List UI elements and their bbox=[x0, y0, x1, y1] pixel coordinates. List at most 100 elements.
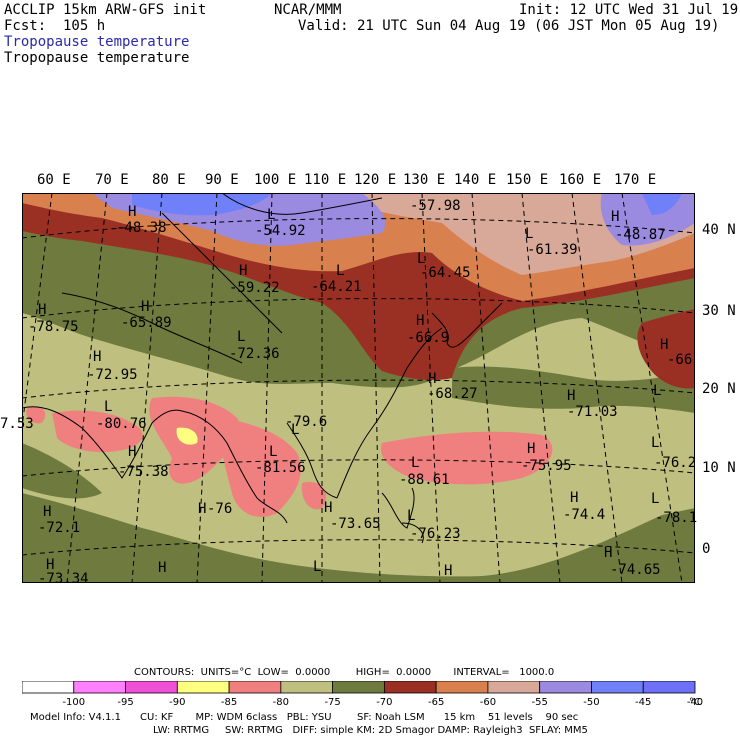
map-value: -68.27 bbox=[427, 386, 478, 402]
map-value: -61.39 bbox=[527, 242, 578, 258]
band-70-65-south bbox=[22, 493, 695, 583]
lat-label-10n: 10 N bbox=[702, 460, 736, 476]
legend-label: -65 bbox=[428, 697, 444, 708]
legend-swatch bbox=[591, 681, 644, 694]
map-marker: H bbox=[611, 209, 620, 225]
legend-label: -60 bbox=[480, 697, 496, 708]
map-marker: L bbox=[237, 329, 246, 345]
map-marker: H bbox=[428, 371, 437, 387]
map-value: 7.53 bbox=[0, 416, 34, 432]
legend-label: -55 bbox=[532, 697, 548, 708]
coldest-patch bbox=[176, 427, 198, 445]
lon-label-60e: 60 E bbox=[37, 172, 71, 188]
legend-swatch bbox=[22, 681, 75, 694]
band-45-40 bbox=[132, 193, 272, 216]
legend-swatch bbox=[228, 681, 282, 694]
map-value: -72.1 bbox=[38, 520, 81, 536]
lon-label-170e: 170 E bbox=[614, 172, 657, 188]
map-value: -71.03 bbox=[567, 404, 618, 420]
legend-label: -95 bbox=[117, 697, 133, 708]
cold-patch-pacific bbox=[381, 431, 553, 485]
contours-info: CONTOURS: UNITS=°C LOW= 0.0000 HIGH= 0.0… bbox=[134, 667, 555, 678]
map-marker: L bbox=[269, 444, 278, 460]
legend-label: -85 bbox=[221, 697, 237, 708]
map-marker: L bbox=[653, 383, 662, 399]
map-value: -72.95 bbox=[87, 367, 138, 383]
map-value: -75.38 bbox=[118, 464, 169, 480]
map-value: -73.34 bbox=[38, 571, 89, 587]
map-value: -76.23 bbox=[410, 526, 461, 542]
map-value: -65.89 bbox=[121, 315, 172, 331]
map-marker: L bbox=[411, 455, 420, 471]
lon-label-160e: 160 E bbox=[559, 172, 602, 188]
lon-label-90e: 90 E bbox=[205, 172, 239, 188]
forecast-hour: Fcst: 105 h bbox=[4, 18, 106, 34]
legend-swatch bbox=[642, 681, 696, 694]
organization: NCAR/MMM bbox=[274, 2, 342, 18]
band-65-60-east bbox=[637, 309, 695, 389]
cold-patch-indochina bbox=[220, 418, 301, 517]
map-value: -66.9 bbox=[407, 330, 450, 346]
map-value: -76 bbox=[207, 501, 233, 517]
lon-label-120e: 120 E bbox=[354, 172, 397, 188]
map-marker: H bbox=[604, 545, 613, 561]
legend-swatch bbox=[73, 681, 126, 694]
legend-label: -80 bbox=[273, 697, 289, 708]
graticule bbox=[22, 193, 695, 583]
map-marker: H bbox=[416, 313, 425, 329]
map-marker: L bbox=[651, 435, 660, 451]
legend-label: -70 bbox=[376, 697, 392, 708]
lon-label-100e: 100 E bbox=[254, 172, 297, 188]
map-value: -48.87 bbox=[615, 227, 666, 243]
field-label-shaded: Tropopause temperature bbox=[4, 34, 190, 50]
band-70-65-east bbox=[452, 366, 695, 413]
legend-label: -75 bbox=[324, 697, 340, 708]
map-marker: H bbox=[570, 490, 579, 506]
map-value: -73.65 bbox=[330, 516, 381, 532]
map-marker: H bbox=[128, 204, 137, 220]
map-marker: H bbox=[567, 388, 576, 404]
map-value: -66 bbox=[667, 352, 693, 368]
lat-label-40n: 40 N bbox=[702, 222, 736, 238]
map-title: ACCLIP 15km ARW-GFS init bbox=[4, 2, 207, 18]
init-time: Init: 12 UTC Wed 31 Jul 19 bbox=[519, 2, 739, 18]
map-marker: H bbox=[38, 302, 47, 318]
color-legend: -100 -95 -90 -85 -80 -75 -70 -65 -60 -55 -50 -45 -40… bbox=[22, 681, 703, 708]
map-value: -79.6 bbox=[285, 414, 328, 430]
map-value: -78.75 bbox=[28, 319, 79, 335]
legend-swatch bbox=[383, 681, 437, 694]
tropopause-temperature-map bbox=[22, 193, 695, 583]
cold-patch-small bbox=[26, 406, 46, 424]
cold-patch-india bbox=[52, 410, 143, 453]
map-marker: H bbox=[239, 263, 248, 279]
map-marker: L bbox=[267, 207, 276, 223]
map-marker: L bbox=[313, 559, 322, 575]
map-marker: H bbox=[198, 501, 207, 517]
map-marker: H bbox=[93, 349, 102, 365]
map-marker: H bbox=[128, 444, 137, 460]
map-marker: H bbox=[527, 441, 536, 457]
valid-time: Valid: 21 UTC Sun 04 Aug 19 (06 JST Mon … bbox=[298, 18, 720, 34]
map-value: -57.98 bbox=[410, 198, 461, 214]
map-value: -78.1 bbox=[655, 510, 698, 526]
coastlines bbox=[22, 193, 503, 544]
map-marker: L bbox=[651, 491, 660, 507]
lon-label-80e: 80 E bbox=[152, 172, 186, 188]
cold-patch-sea bbox=[301, 482, 326, 510]
lat-label-0: 0 bbox=[702, 541, 711, 557]
lat-label-20n: 20 N bbox=[702, 381, 736, 397]
map-value: -74.4 bbox=[563, 507, 606, 523]
map-value: -80.76 bbox=[96, 416, 147, 432]
legend-swatch bbox=[125, 681, 178, 694]
map-value: -54.92 bbox=[255, 223, 306, 239]
map-value: -48.38 bbox=[116, 220, 167, 236]
map-marker: H bbox=[444, 563, 453, 579]
legend-swatch bbox=[435, 681, 489, 694]
lon-label-110e: 110 E bbox=[304, 172, 347, 188]
band-70-65-sw bbox=[22, 443, 102, 499]
map-marker: L bbox=[525, 226, 534, 242]
map-value: -59.22 bbox=[229, 280, 280, 296]
map-marker: H bbox=[158, 560, 167, 576]
map-marker: H bbox=[660, 337, 669, 353]
physics-info: LW: RRTMG SW: RRTMG DIFF: simple KM: 2D … bbox=[153, 725, 588, 736]
